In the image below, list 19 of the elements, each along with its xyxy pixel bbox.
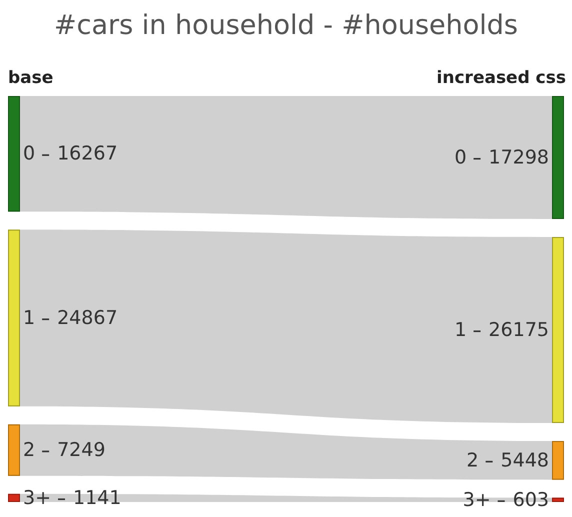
series-label: base: [8, 68, 54, 88]
data-label: 1141: [73, 486, 122, 509]
category-label: 1: [23, 306, 36, 329]
data-label: 17298: [488, 146, 550, 168]
text: increased css: [436, 68, 566, 88]
data-label: 16267: [57, 142, 118, 165]
category-label: 0: [454, 146, 467, 168]
category-label: 1: [454, 318, 467, 341]
category-label: 0: [23, 142, 36, 165]
data-label: 5448: [500, 449, 550, 472]
text: #cars in household - #households: [54, 10, 518, 41]
data-label: 7249: [57, 439, 106, 462]
category-label: 2: [466, 449, 479, 472]
category-label: 2: [23, 439, 36, 462]
data-label: 603: [512, 488, 549, 511]
category-label: 3+: [462, 488, 491, 511]
data-label: 26175: [488, 318, 550, 341]
category-label: 3+: [23, 486, 52, 509]
data-label: 24867: [57, 306, 118, 329]
